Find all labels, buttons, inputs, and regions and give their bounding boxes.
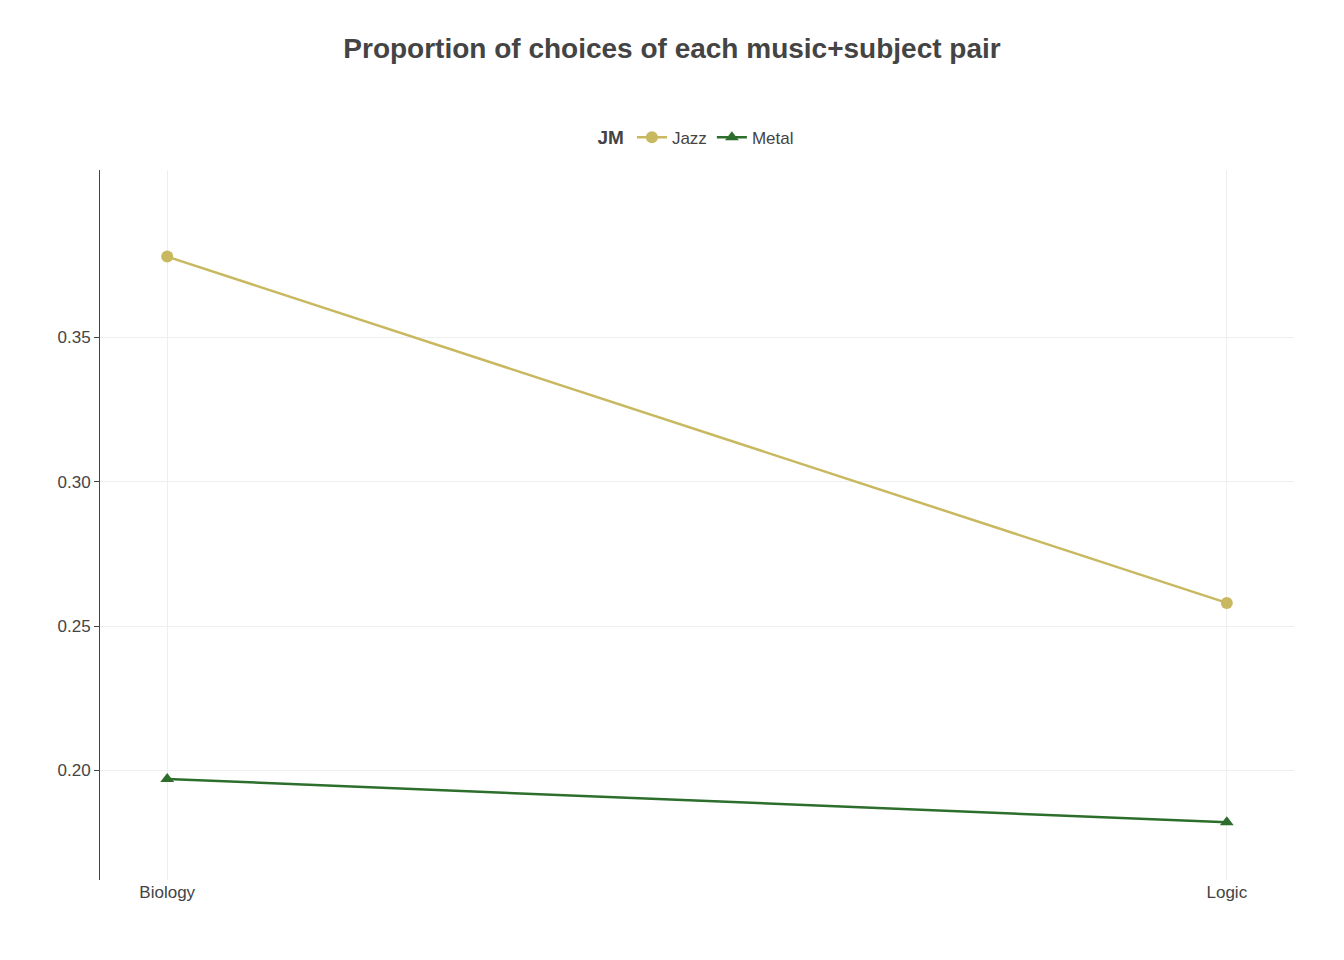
svg-text:Proportion of choices of each: Proportion of choices of each music+subj… [343, 33, 1000, 64]
svg-text:0.30: 0.30 [58, 473, 91, 492]
svg-text:0.35: 0.35 [58, 328, 91, 347]
svg-text:Logic: Logic [1206, 883, 1247, 902]
svg-text:0.25: 0.25 [58, 617, 91, 636]
svg-text:Jazz: Jazz [672, 129, 707, 148]
svg-text:0.20: 0.20 [58, 761, 91, 780]
svg-text:Biology: Biology [139, 883, 195, 902]
svg-text:JM: JM [598, 128, 624, 149]
svg-text:Metal: Metal [752, 129, 794, 148]
